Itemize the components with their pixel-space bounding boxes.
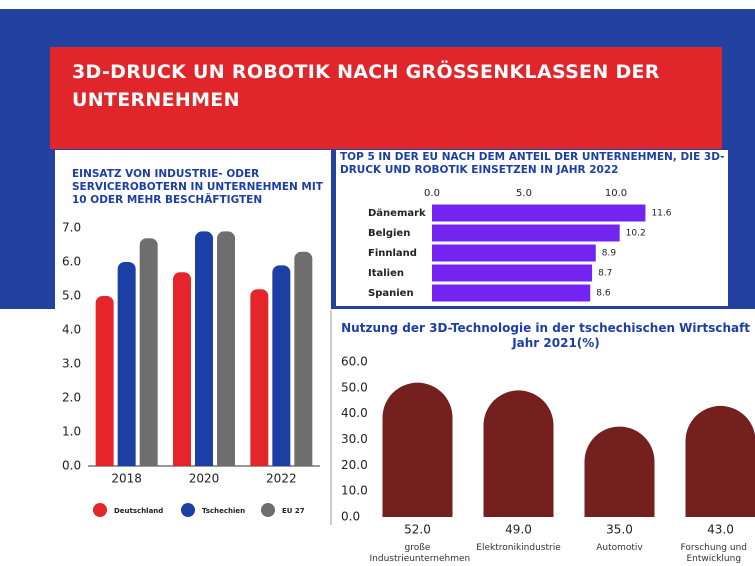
bar [250, 289, 269, 466]
value-label: 43.0 [707, 523, 734, 537]
y-tick-label: 20.0 [341, 458, 368, 472]
value-label: 8.6 [596, 289, 611, 299]
y-tick-label: 0.0 [62, 459, 81, 473]
y-tick-label: 4.0 [62, 323, 81, 337]
x-tick-label: Elektronikindustrie [476, 543, 561, 553]
y-tick-label: 7.0 [62, 221, 81, 235]
value-label: 49.0 [505, 523, 532, 537]
y-tick-label: Dänemark [368, 208, 426, 219]
legend-label: EU 27 [282, 507, 305, 515]
bar [195, 231, 213, 466]
bar [432, 204, 646, 222]
bar [584, 426, 655, 517]
bar [432, 224, 620, 242]
y-tick-label: 30.0 [341, 432, 368, 446]
y-tick-label: 0.0 [341, 510, 360, 524]
legend-label: Deutschland [114, 507, 163, 515]
value-label: 8.7 [598, 269, 612, 279]
x-tick-label: 10.0 [605, 188, 627, 199]
y-tick-label: 5.0 [62, 289, 81, 303]
y-tick-label: 60.0 [341, 355, 368, 369]
x-tick-label: 2020 [189, 472, 220, 486]
bar [173, 272, 191, 466]
bar [139, 238, 158, 466]
value-label: 10.2 [626, 229, 646, 239]
value-label: 8.9 [602, 249, 617, 259]
title-banner [50, 47, 722, 149]
x-tick-label: große Industrieunternehmen [369, 543, 471, 564]
legend-swatch [261, 503, 275, 517]
x-tick-label: Automotiv [596, 543, 643, 553]
y-tick-label: 10.0 [341, 484, 368, 498]
bar [685, 405, 755, 517]
y-tick-label: Finnland [368, 248, 417, 259]
chart-title: Nutzung der 3D-Technologie in der tschec… [336, 321, 755, 351]
x-tick-label: 5.0 [516, 188, 532, 199]
value-label: 52.0 [404, 523, 431, 537]
x-tick-label: Forschung und Entwicklung [680, 543, 747, 564]
y-tick-label: Italien [368, 268, 404, 279]
value-label: 11.6 [651, 209, 671, 219]
bar [217, 231, 235, 466]
bar [432, 264, 593, 282]
value-label: 35.0 [606, 523, 633, 537]
bar [272, 265, 291, 466]
y-tick-label: Spanien [368, 288, 414, 299]
bar [432, 244, 596, 262]
x-tick-label: 2018 [111, 472, 142, 486]
y-tick-label: 2.0 [62, 391, 81, 405]
y-tick-label: 40.0 [341, 406, 368, 420]
y-tick-label: 6.0 [62, 255, 81, 269]
bar [117, 262, 136, 466]
bar [95, 296, 114, 466]
bar [483, 390, 554, 517]
bar [432, 284, 591, 302]
x-tick-label: 0.0 [424, 188, 440, 199]
legend-label: Tschechien [202, 507, 245, 515]
chart-title-text: Nutzung der 3D-Technologie in der tschec… [341, 321, 755, 350]
page-title: 3D-DRUCK UN ROBOTIK NACH GRÖSSENKLASSEN … [72, 61, 660, 111]
bar [294, 251, 313, 466]
y-tick-label: Belgien [368, 228, 410, 239]
y-tick-label: 50.0 [341, 380, 368, 394]
y-tick-label: 3.0 [62, 357, 81, 371]
bar [382, 382, 453, 517]
x-tick-label: 2022 [266, 472, 297, 486]
legend-swatch [93, 503, 107, 517]
chart-title: EINSATZ VON INDUSTRIE- ODER SERVICEROBOT… [72, 168, 323, 206]
chart-title: TOP 5 IN DER EU NACH DEM ANTEIL DER UNTE… [340, 151, 725, 176]
y-tick-label: 1.0 [62, 425, 81, 439]
legend-swatch [181, 503, 195, 517]
